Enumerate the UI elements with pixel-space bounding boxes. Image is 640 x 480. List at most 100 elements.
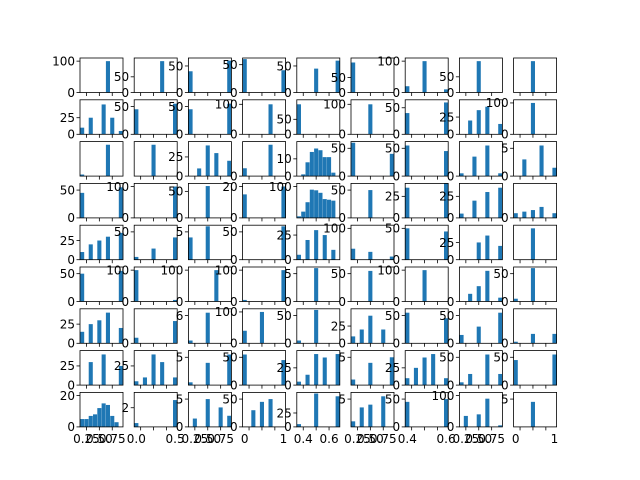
bar-r2-c2-0	[197, 168, 202, 177]
bar-r6-c8-1	[530, 333, 535, 344]
ytick-label-r6-c7-1: 50	[439, 309, 454, 323]
subplot-r3-c1: 0 100	[106, 180, 178, 225]
bar-r4-c0-3	[105, 236, 110, 260]
subplot-r5-c0: 0 50	[60, 266, 124, 309]
subplot-r6-c0: 025	[60, 308, 124, 351]
axes-frame-r2-c8	[513, 141, 557, 177]
ytick-label-r6-c6-0: 0	[393, 337, 401, 351]
bar-r1-c0-1	[88, 117, 93, 135]
ytick-label-r1-c7-0: 0	[447, 128, 455, 142]
ytick-label-r0-c6-0: 0	[393, 86, 401, 100]
axes-frame-r0-c4	[296, 57, 341, 93]
subplot-r0-c4: 0 50	[277, 57, 341, 100]
bar-r8-c0-1	[84, 419, 89, 427]
subplot-r0-c5: 050	[331, 57, 395, 100]
bar-r7-c2-0	[188, 382, 193, 386]
xtick-label-r8-c1-0: 0.0	[127, 432, 146, 446]
bar-r2-c8-0	[522, 159, 527, 177]
subplot-r3-c0: 0 50	[60, 182, 124, 225]
axes-frame-r0-c6	[404, 57, 449, 93]
bar-r8-c3-2	[268, 399, 273, 427]
bar-r1-c7-1	[476, 110, 481, 135]
ytick-label-r4-c6-0: 0	[393, 253, 401, 267]
bar-r2-c6-0	[405, 145, 410, 177]
subplot-r6-c6: 0 50	[385, 308, 449, 351]
subplot-r2-c0	[79, 141, 124, 180]
axes-frame-r1-c1	[133, 99, 178, 135]
bar-r7-c3-0	[242, 354, 247, 386]
bar-r7-c5-1	[368, 362, 373, 386]
subplot-r0-c6: 0 100	[377, 54, 449, 100]
ytick-label-r8-c5-0: 5	[338, 392, 346, 406]
bar-r7-c2-1	[205, 362, 210, 386]
bar-r4-c4-0	[296, 254, 301, 260]
ytick-label-r0-c4-1: 50	[277, 59, 292, 73]
ytick-label-r7-c5-0: 5	[338, 351, 346, 365]
ytick-label-r7-c3-1: 50	[222, 351, 237, 365]
bar-r2-c4-1	[305, 162, 310, 177]
axes-frame-r8-c3	[242, 391, 287, 428]
bar-r3-c4-4	[314, 190, 319, 218]
bar-r8-c7-1	[476, 414, 481, 427]
ytick-label-r5-c6-1: 100	[377, 263, 400, 277]
ytick-label-r1-c4-1: 50	[277, 113, 292, 127]
ytick-label-r5-c4-0: 0	[284, 295, 292, 309]
ytick-label-r0-c7-1: 50	[439, 70, 454, 84]
bar-r0-c4-0	[314, 68, 319, 93]
bar-r3-c4-7	[327, 199, 332, 218]
axes-frame-r7-c1	[133, 350, 178, 386]
ytick-label-r3-c7-1: 25	[439, 190, 454, 204]
bar-r8-c0-8	[114, 422, 119, 427]
bar-r8-c2-2	[218, 407, 223, 427]
subplot-r2-c2: 025	[168, 141, 232, 183]
axes-frame-r2-c6	[404, 141, 449, 177]
bar-r0-c3-0	[242, 59, 247, 93]
bar-r4-c1-2	[173, 237, 178, 260]
panels-group: 0100050050050050050010005002505005001000…	[52, 54, 558, 445]
ytick-label-r0-c5-0: 0	[338, 86, 346, 100]
bar-r8-c8-0	[530, 401, 535, 427]
ytick-label-r8-c8-0: 5	[501, 392, 509, 406]
ytick-label-r3-c0-0: 0	[67, 211, 75, 225]
ytick-label-r5-c4-1: 5	[284, 267, 292, 281]
xtick-label-r8-c5-1: 0.50	[357, 432, 384, 446]
ytick-label-r1-c6-0: 0	[393, 128, 401, 142]
bar-r7-c5-0	[351, 379, 356, 386]
ytick-label-r6-c2-0: 6	[176, 309, 184, 323]
subplot-r7-c4: 025	[277, 350, 341, 392]
axes-frame-r6-c6	[404, 308, 449, 344]
subplot-r7-c3: 0 50	[222, 350, 287, 392]
axes-frame-r1-c3	[242, 99, 287, 135]
bar-r8-c0-2	[88, 415, 93, 427]
ytick-label-r6-c5-0: 0	[338, 337, 346, 351]
xtick-label-r8-c0-1: 0.50	[86, 432, 113, 446]
bar-r2-c5-0	[351, 142, 356, 177]
subplot-r6-c4: 0 50	[277, 308, 341, 351]
bar-r8-c0-0	[80, 419, 85, 427]
bar-r4-c5-0	[351, 248, 356, 260]
ytick-label-r5-c0-1: 50	[60, 267, 75, 281]
bar-r1-c1-0	[134, 109, 139, 135]
xtick-label-r8-c4-1: 0.6	[320, 432, 339, 446]
ytick-label-r1-c8-0: 0	[501, 128, 509, 142]
bar-r6-c7-0	[459, 334, 464, 344]
subplot-r1-c4: 050	[277, 99, 341, 142]
bar-r1-c4-0	[296, 104, 301, 135]
subplot-r5-c7: 0	[447, 266, 503, 309]
axes-frame-r3-c4	[296, 182, 341, 219]
bar-r7-c4-2	[314, 354, 319, 386]
subplot-r1-c5: 0 100	[323, 98, 395, 142]
bar-r7-c4-3	[322, 357, 327, 386]
bar-r3-c4-1	[301, 211, 306, 218]
bar-r5-c8-1	[530, 268, 535, 302]
ytick-label-r2-c2-0: 0	[176, 169, 184, 183]
bar-r4-c6-0	[405, 228, 410, 260]
ytick-label-r0-c5-1: 50	[331, 71, 346, 85]
bar-r7-c4-1	[305, 374, 310, 386]
ytick-label-r1-c3-1: 100	[215, 98, 238, 112]
subplot-r6-c3: 0 100	[215, 305, 287, 351]
bar-r2-c0-0	[80, 174, 85, 177]
subplot-r2-c3: 0	[230, 141, 287, 183]
subplot-r4-c2: 5	[176, 224, 232, 264]
